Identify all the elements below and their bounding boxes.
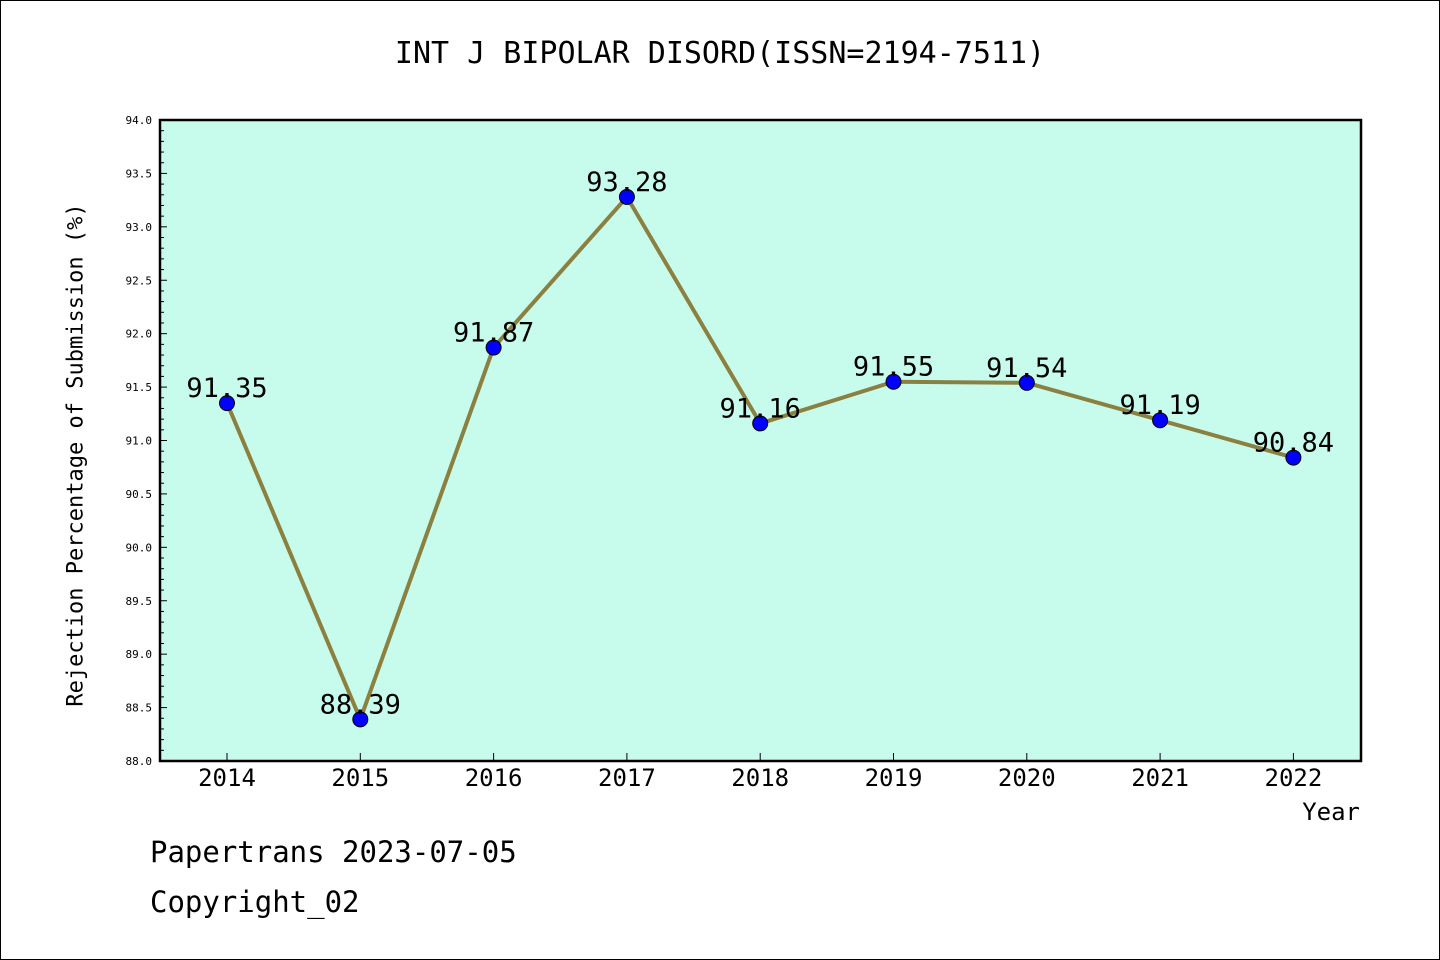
- y-tick-label: 93.5: [126, 167, 153, 180]
- data-point-marker: [885, 373, 902, 390]
- data-point-marker: [219, 395, 235, 412]
- data-value-label: 88.39: [320, 689, 401, 720]
- x-tick-label: 2016: [465, 764, 523, 792]
- series-layer: [219, 188, 1302, 728]
- x-tick-label: 2020: [998, 764, 1056, 792]
- data-value-label: 91.16: [720, 393, 801, 424]
- data-labels: 91.35 88.39 91.87 93.28 91.16 91.55 91.54 91.19…: [186, 167, 1334, 720]
- y-tick-label: 90.5: [126, 488, 153, 501]
- data-value-label: 91.54: [986, 353, 1067, 384]
- x-tick-label: 2021: [1131, 764, 1189, 792]
- data-point-marker: [1018, 374, 1035, 391]
- x-axis: 2014 2015 2016 2017 2018 2019 2020 2021 2022: [198, 753, 1322, 792]
- x-tick-label: 2017: [598, 764, 656, 792]
- x-tick-label: 2015: [331, 764, 389, 792]
- chart-title: INT J BIPOLAR DISORD(ISSN=2194-7511): [394, 36, 1046, 71]
- y-tick-label: 91.5: [126, 381, 153, 394]
- y-tick-label: 92.5: [126, 274, 153, 287]
- x-axis-label: Year: [1302, 798, 1360, 826]
- y-tick-label: 90.0: [126, 541, 153, 554]
- data-value-label: 91.35: [186, 373, 267, 404]
- data-point-marker: [352, 711, 369, 728]
- data-value-label: 91.55: [853, 352, 934, 383]
- y-axis: 88.0 88.5 89.0 89.5 90.0 90.5 91.0 91.5 92.0 92.5…: [126, 114, 167, 768]
- data-value-label: 91.19: [1119, 390, 1200, 421]
- x-tick-label: 2018: [731, 764, 789, 792]
- footer-date: Papertrans 2023-07-05: [150, 835, 517, 869]
- y-tick-label: 92.0: [126, 328, 153, 341]
- data-value-label: 91.87: [453, 318, 534, 349]
- x-tick-label: 2014: [198, 764, 256, 792]
- footer-copyright: Copyright_02: [150, 885, 360, 919]
- y-tick-label: 91.0: [126, 435, 153, 448]
- y-tick-label: 89.5: [126, 595, 153, 608]
- data-point-marker: [1152, 412, 1169, 429]
- data-point-marker: [485, 339, 502, 356]
- data-point-marker: [752, 415, 769, 432]
- y-tick-label: 89.0: [126, 648, 153, 661]
- y-tick-label: 88.5: [126, 702, 153, 715]
- y-tick-label: 94.0: [126, 114, 153, 127]
- x-tick-label: 2019: [865, 764, 923, 792]
- data-value-label: 90.84: [1253, 428, 1334, 459]
- x-tick-label: 2022: [1265, 764, 1323, 792]
- data-value-label: 93.28: [586, 167, 667, 198]
- data-point-marker: [1285, 449, 1302, 466]
- data-point-marker: [618, 188, 635, 205]
- y-tick-label: 88.0: [126, 755, 153, 768]
- plot-area: [158, 118, 1363, 763]
- y-tick-label: 93.0: [126, 221, 153, 234]
